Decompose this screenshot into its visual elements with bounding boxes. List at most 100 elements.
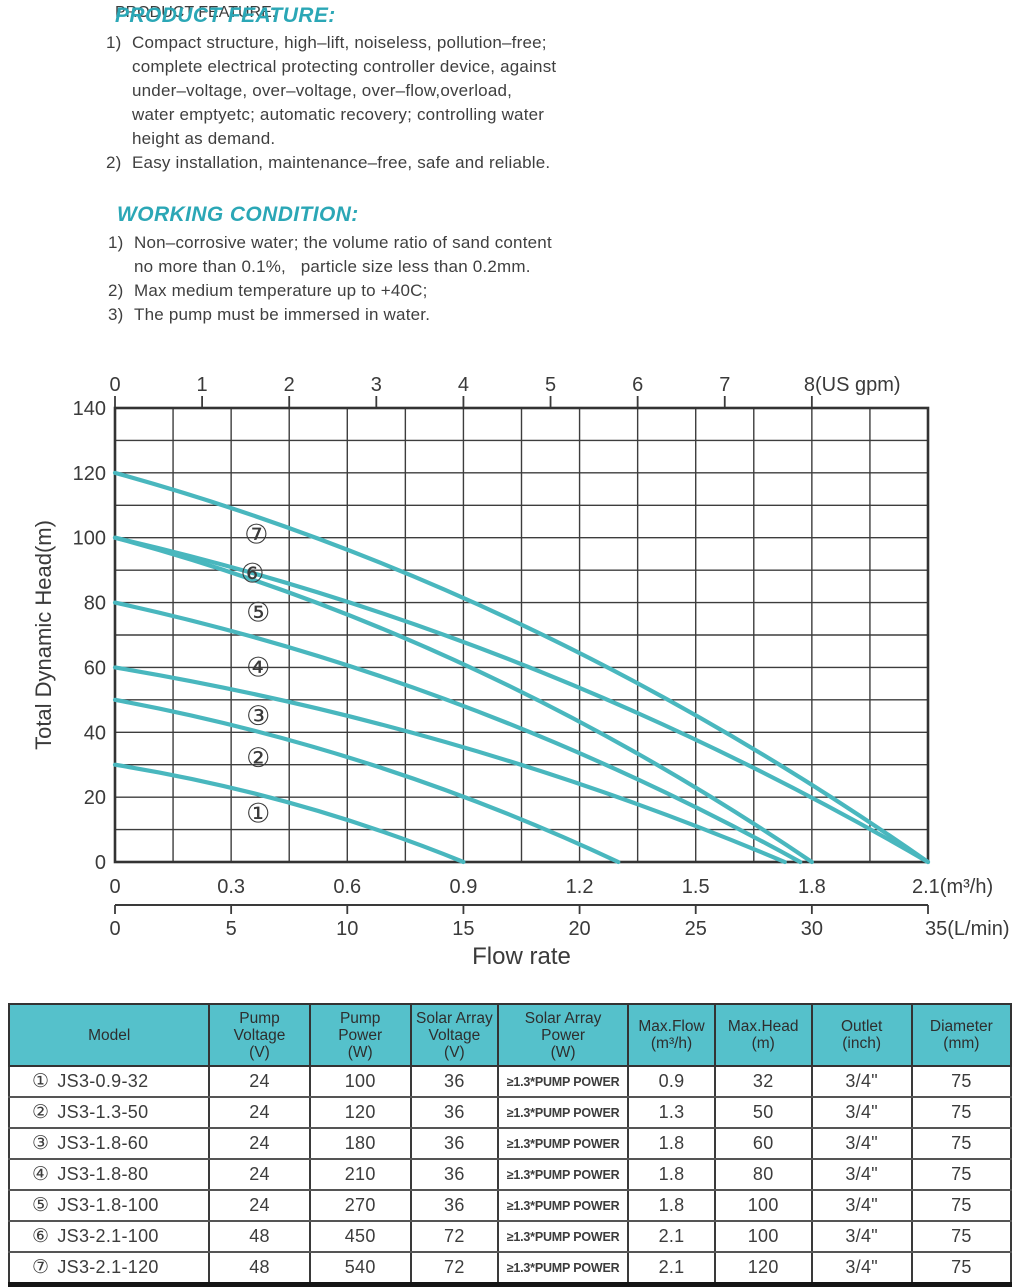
cell-outlet: 3/4" <box>810 1251 913 1286</box>
lmin-axis-label: 10 <box>336 918 358 940</box>
cell-pump_voltage: 24 <box>208 1065 311 1098</box>
table-header-model: Model <box>7 1003 211 1067</box>
cell-solar_power: ≥1.3*PUMP POWER <box>496 1220 630 1253</box>
product-feature-title: PRODUCT FEATURE: <box>115 4 277 21</box>
list-text: Max medium temperature up to +40C; <box>134 281 428 300</box>
y-axis-label: 140 <box>73 398 106 420</box>
cell-max_flow: 1.8 <box>627 1127 716 1160</box>
list-number: 2) <box>106 153 122 172</box>
lmin-axis-label: 15 <box>452 918 474 940</box>
list-text: Easy installation, maintenance–free, saf… <box>132 153 551 172</box>
top-axis-label: 2 <box>284 374 295 396</box>
pump-curve <box>112 762 466 865</box>
plot-border <box>113 406 930 864</box>
cell-pump_voltage: 24 <box>208 1158 311 1191</box>
model-number-icon: ⑤ <box>32 1195 50 1216</box>
cell-solar_voltage: 72 <box>409 1251 499 1286</box>
cell-solar_voltage: 36 <box>409 1189 499 1222</box>
cell-max_flow: 2.1 <box>627 1220 716 1253</box>
m3h-axis-label: 0 <box>109 876 120 898</box>
pump-curve <box>112 697 621 865</box>
product-feature-item: 1) Compact structure, high–lift, noiseles… <box>106 31 666 151</box>
curve-number-label: ② <box>246 743 270 773</box>
cell-diameter: 75 <box>910 1065 1013 1098</box>
cell-max_head: 32 <box>713 1065 813 1098</box>
cell-outlet: 3/4" <box>810 1127 913 1160</box>
y-axis-title: Total Dynamic Head(m) <box>31 520 56 750</box>
table-row: ③ JS3-1.8-60 24 180 36 ≥1.3*PUMP POWER 1.8 60 3/… <box>7 1127 1013 1160</box>
cell-model: ① JS3-0.9-32 <box>7 1065 211 1098</box>
product-feature-item: 2) Easy installation, maintenance–free, s… <box>106 151 666 175</box>
y-axis-label: 80 <box>84 593 106 615</box>
cell-solar_power: ≥1.3*PUMP POWER <box>496 1251 630 1286</box>
working-condition-item: 1) Non–corrosive water; the volume ratio … <box>108 231 668 279</box>
cell-max_flow: 1.3 <box>627 1096 716 1129</box>
working-condition-item: 2) Max medium temperature up to +40C; <box>108 279 668 303</box>
curve-number-label: ③ <box>246 701 270 731</box>
cell-diameter: 75 <box>910 1127 1013 1160</box>
curve-number-label: ⑥ <box>240 558 264 588</box>
list-number: 2) <box>108 281 124 300</box>
working-condition-list: 1) Non–corrosive water; the volume ratio … <box>108 231 668 327</box>
y-axis-label: 100 <box>73 528 106 550</box>
y-axis-label: 0 <box>95 852 106 874</box>
cell-solar_power: ≥1.3*PUMP POWER <box>496 1065 630 1098</box>
list-number: 3) <box>108 305 124 324</box>
x-axis-title: Flow rate <box>472 943 571 970</box>
m3h-axis-label: 0.9 <box>450 876 478 898</box>
cell-model: ⑦ JS3-2.1-120 <box>7 1251 211 1286</box>
cell-outlet: 3/4" <box>810 1220 913 1253</box>
table-row: ⑦ JS3-2.1-120 48 540 72 ≥1.3*PUMP POWER 2.1 120… <box>7 1251 1013 1286</box>
table-header-row: Model Pump Voltage (V) Pump Power (W) Solar… <box>7 1003 1013 1067</box>
working-condition-heading: WORKING CONDITION: <box>117 203 359 226</box>
cell-pump_power: 180 <box>308 1127 412 1160</box>
cell-pump_power: 210 <box>308 1158 412 1191</box>
cell-model: ② JS3-1.3-50 <box>7 1096 211 1129</box>
lmin-axis-label: 30 <box>801 918 823 940</box>
pump-curve <box>112 600 803 865</box>
list-text: The pump must be immersed in water. <box>134 305 431 324</box>
cell-pump_power: 450 <box>308 1220 412 1253</box>
lmin-axis-label: 25 <box>685 918 707 940</box>
top-axis-label: 8(US gpm) <box>804 374 901 396</box>
cell-max_head: 120 <box>713 1251 813 1286</box>
cell-max_flow: 1.8 <box>627 1189 716 1222</box>
table-row: ⑥ JS3-2.1-100 48 450 72 ≥1.3*PUMP POWER 2.1 100… <box>7 1220 1013 1253</box>
cell-max_head: 60 <box>713 1127 813 1160</box>
model-number-icon: ③ <box>32 1133 50 1154</box>
product-feature-list: 1) Compact structure, high–lift, noiseles… <box>106 31 666 175</box>
y-axis-label: 40 <box>84 722 106 744</box>
list-text: Non–corrosive water; the volume ratio of… <box>134 233 552 276</box>
y-axis-label: 60 <box>84 657 106 679</box>
working-condition-item: 3) The pump must be immersed in water. <box>108 303 668 327</box>
cell-diameter: 75 <box>910 1158 1013 1191</box>
cell-solar_voltage: 36 <box>409 1158 499 1191</box>
table-header-diameter: Diameter (mm) <box>910 1003 1013 1067</box>
cell-outlet: 3/4" <box>810 1158 913 1191</box>
cell-solar_power: ≥1.3*PUMP POWER <box>496 1189 630 1222</box>
top-axis-label: 3 <box>371 374 382 396</box>
m3h-axis-label: 1.2 <box>566 876 594 898</box>
cell-max_head: 80 <box>713 1158 813 1191</box>
m3h-axis-label: 2.1(m³/h) <box>912 876 993 898</box>
model-number-icon: ④ <box>32 1164 50 1185</box>
table-header-solar_power: Solar Array Power (W) <box>496 1003 630 1067</box>
cell-model: ⑤ JS3-1.8-100 <box>7 1189 211 1222</box>
curve-number-label: ⑤ <box>246 597 270 627</box>
list-number: 1) <box>108 233 124 252</box>
product-feature-heading: PRODUCT FEATURE: <box>115 4 336 27</box>
cell-solar_voltage: 36 <box>409 1127 499 1160</box>
cell-max_flow: 1.8 <box>627 1158 716 1191</box>
cell-solar_power: ≥1.3*PUMP POWER <box>496 1158 630 1191</box>
curve-number-label: ⑦ <box>244 519 268 549</box>
lmin-axis-label: 35(L/min) <box>925 918 1009 940</box>
model-number-icon: ① <box>32 1071 50 1092</box>
cell-max_head: 100 <box>713 1220 813 1253</box>
m3h-axis-label: 1.5 <box>682 876 710 898</box>
table-row: ① JS3-0.9-32 24 100 36 ≥1.3*PUMP POWER 0.9 32 3/… <box>7 1065 1013 1098</box>
table-header-outlet: Outlet (inch) <box>810 1003 913 1067</box>
cell-pump_power: 540 <box>308 1251 412 1286</box>
cell-model: ⑥ JS3-2.1-100 <box>7 1220 211 1253</box>
y-axis-label: 20 <box>84 787 106 809</box>
top-axis-label: 0 <box>109 374 120 396</box>
